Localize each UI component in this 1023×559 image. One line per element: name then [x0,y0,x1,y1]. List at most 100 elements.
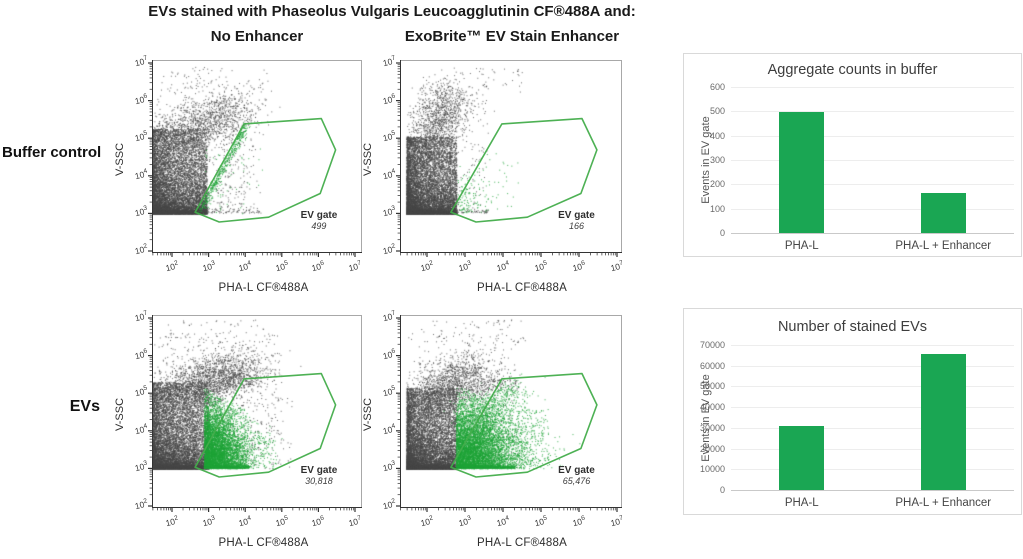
bar-chart-gridline [731,233,1014,234]
y-tick-label: 107 [133,309,149,324]
ev-gate-polygon [194,372,337,478]
ev-gate-polygon [450,117,598,223]
ev-gate-count: 166 [568,220,584,231]
ev-gate-count: 30,818 [305,475,333,486]
bar-pha-l-enhancer [920,192,966,233]
ev-gate-label-text: EV gate [558,464,595,476]
bar-chart-gridline [731,365,1014,367]
scatter-plot-evs-no-enhancer: 107 106 105 104 103 102 102 103 104 105 106 107 PHA-… [114,309,362,549]
bar-chart-gridline [731,490,1014,491]
bar-chart-gridline [731,160,1014,161]
ev-gate-count: 65,476 [562,475,591,486]
scatter-plot-buffer-control-no-enhancer: 107 106 105 104 103 102 102 103 104 105 106 107 PHA-… [114,54,362,294]
bar-pha-l [779,426,825,490]
bar-chart-ytick-label: 600 [709,82,725,92]
y-axis-title: V-SSC [114,142,126,176]
scatter-points-canvas [152,315,362,508]
ev-gate-count: 499 [311,220,327,231]
scatter-plot-buffer-control-enhancer: 107 106 105 104 103 102 102 103 104 105 106 107 PHA-… [362,54,624,294]
y-axis-title: V-SSC [114,397,126,431]
figure-title: EVs stained with Phaseolus Vulgaris Leuc… [148,3,636,20]
y-tick-label: 102 [133,242,149,257]
bar-chart-gridline [731,345,1014,346]
bar-pha-l [779,111,825,233]
bar-chart-ytick-label: 60000 [699,360,725,371]
ev-gate-label-text: EV gate [558,209,595,221]
bar-chart-title: Aggregate counts in buffer [767,62,938,78]
bar-chart-ytick-label: 300 [709,155,725,165]
bar-chart-gridline [731,184,1014,186]
ev-gate-label: EV gate 166 [558,210,595,231]
bar-chart-ytick-label: 200 [709,179,725,190]
bar-chart-y-axis-label: Events in EV gate [700,373,712,462]
y-tick-label: 103 [133,204,149,219]
y-tick-label: 106 [133,92,149,106]
bar-pha-l-enhancer [920,354,966,490]
scatter-axes-and-gate [148,60,362,257]
scatter-points-canvas [400,60,622,253]
y-tick-label: 107 [133,54,149,69]
bar-chart-gridline [731,448,1014,450]
bar-chart-ytick-label: 0 [719,485,725,495]
bar-chart-ytick-label: 70000 [699,340,725,350]
bar-chart-number-of-stained-evs: Number of stained EVs 0 10000 20000 30000 400… [683,308,1022,515]
bar-chart-ytick-label: 500 [709,106,725,117]
bar-category-label: PHA-L [784,497,819,509]
scatter-plot-evs-enhancer: 107 106 105 104 103 102 102 103 104 105 106 107 PHA-… [362,309,624,549]
y-tick-label: 107 [381,309,397,324]
ev-gate-label: EV gate 65,476 [558,465,595,486]
bar-chart-gridline [731,87,1014,88]
scatter-axes-and-gate [148,315,362,512]
bar-chart-ytick-label: 50000 [699,381,725,392]
y-tick-label: 102 [133,497,149,512]
y-tick-label: 103 [133,459,149,474]
bar-category-label: PHA-L + Enhancer [895,240,992,252]
bar-chart-ytick-label: 0 [719,228,725,238]
x-axis-title: PHA-L CF®488A [218,282,309,294]
bar-chart-gridline [731,386,1014,388]
bar-chart-ytick-label: 100 [709,203,725,214]
bar-chart-ytick-label: 10000 [699,464,725,475]
y-tick-label: 107 [381,54,397,69]
y-tick-label: 104 [133,422,149,436]
y-tick-label: 105 [133,384,149,399]
bar-category-label: PHA-L + Enhancer [895,497,992,509]
scatter-axes-and-gate [396,315,622,512]
x-axis-title: PHA-L CF®488A [218,537,309,549]
row-label-buffer-control: Buffer control [2,144,102,161]
scatter-points-canvas [152,60,362,253]
ev-gate-polygon [450,372,598,478]
ev-gate-label: EV gate 499 [301,210,338,231]
column-header-no-enhancer: No Enhancer [210,28,304,45]
bar-chart-gridline [731,111,1014,113]
y-axis-title: V-SSC [362,142,374,176]
y-axis-title: V-SSC [362,397,374,431]
bar-category-label: PHA-L [784,240,819,252]
bar-chart-ytick-label: 400 [709,130,725,141]
bar-chart-ytick-label: 30000 [699,422,725,433]
scatter-axes-and-gate [396,60,622,257]
x-axis-title: PHA-L CF®488A [477,282,567,294]
bar-chart-gridline [731,469,1014,471]
bar-chart-ytick-label: 40000 [699,402,725,413]
bar-chart-y-axis-label: Events in EV gate [700,116,712,204]
bar-chart-ytick-label: 20000 [699,443,725,454]
ev-gate-label: EV gate 30,818 [301,465,338,486]
ev-gate-label-text: EV gate [300,464,338,476]
bar-chart-gridline [731,427,1014,429]
bar-chart-aggregate-counts-in-buffer: Aggregate counts in buffer 0 100 200 300 400 5… [683,53,1022,257]
bar-chart-gridline [731,208,1014,210]
y-tick-label: 106 [133,347,149,361]
column-header-enhancer: ExoBrite™ EV Stain Enhancer [404,28,620,45]
x-axis-title: PHA-L CF®488A [477,537,567,549]
bar-chart-gridline [731,135,1014,137]
y-tick-label: 104 [133,167,149,181]
y-tick-label: 105 [133,129,149,144]
ev-gate-label-text: EV gate [300,209,338,221]
bar-chart-title: Number of stained EVs [777,319,928,335]
ev-gate-polygon [194,117,337,223]
scatter-points-canvas [400,315,622,508]
bar-chart-gridline [731,407,1014,409]
row-label-evs: EVs [69,398,100,415]
